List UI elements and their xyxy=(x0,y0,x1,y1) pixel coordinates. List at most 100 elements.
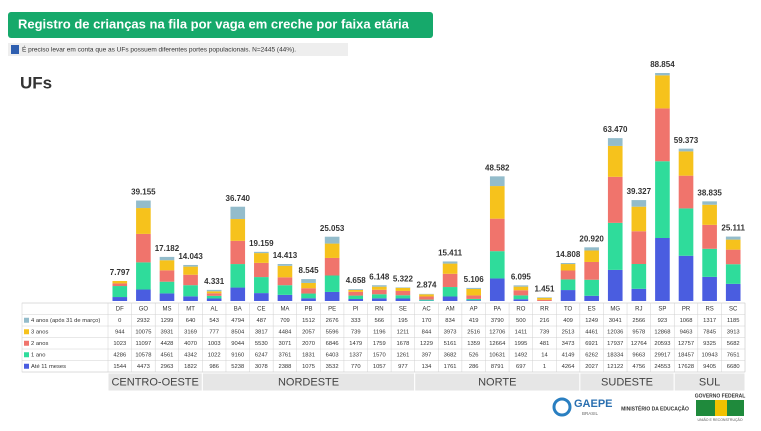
total-label: 14.043 xyxy=(178,252,203,261)
bar-segment xyxy=(466,299,481,300)
bar-segment xyxy=(490,186,505,219)
total-label: 36.740 xyxy=(226,194,251,203)
bar-segment xyxy=(301,298,316,301)
bar-segment xyxy=(608,223,623,270)
bar-segment xyxy=(396,288,411,291)
bar-segment xyxy=(301,294,316,299)
table-cell: 977 xyxy=(398,364,408,370)
bar-segment xyxy=(183,285,198,296)
bar-segment xyxy=(207,298,222,301)
bar-segment xyxy=(372,294,387,298)
table-cell: 1359 xyxy=(467,341,480,347)
table-cell: 5161 xyxy=(444,341,457,347)
bar-segment xyxy=(726,237,741,240)
bar-segment xyxy=(348,290,363,292)
table-cell: 1761 xyxy=(444,364,457,370)
table-cell: 5238 xyxy=(231,364,244,370)
x-tick-label: SE xyxy=(399,306,407,312)
table-cell: 2516 xyxy=(467,329,480,335)
table-cell: 640 xyxy=(186,318,196,324)
bar-segment xyxy=(254,253,269,263)
bar-segment xyxy=(514,290,529,295)
table-cell: 2676 xyxy=(326,318,339,324)
legend-label: 3 anos xyxy=(31,329,49,335)
bar-segment xyxy=(632,207,647,232)
table-cell: 566 xyxy=(374,318,384,324)
table-cell: 1229 xyxy=(420,341,433,347)
bar-segment xyxy=(561,279,576,290)
bar-segment xyxy=(112,283,127,286)
bar-segment xyxy=(679,256,694,301)
bar-segment xyxy=(655,108,670,161)
table-cell: 1023 xyxy=(113,341,126,347)
total-label: 4.331 xyxy=(204,277,225,286)
table-cell: 1211 xyxy=(397,329,409,335)
bar-segment xyxy=(325,237,340,244)
bar-segment xyxy=(112,286,127,297)
bar-segment xyxy=(679,149,694,152)
table-cell: 5682 xyxy=(727,341,740,347)
bar-segment xyxy=(136,290,151,301)
table-cell: 1831 xyxy=(302,352,315,358)
table-cell: 923 xyxy=(658,318,668,324)
bar-segment xyxy=(702,205,717,225)
table-cell: 9663 xyxy=(632,352,645,358)
bar-segment xyxy=(207,293,222,296)
table-cell: 3532 xyxy=(326,364,339,370)
table-cell: 12706 xyxy=(489,329,505,335)
table-cell: 1337 xyxy=(349,352,362,358)
chart: 7.79739.15517.18214.0434.33136.74019.159… xyxy=(22,60,746,391)
bar-segment xyxy=(561,290,576,301)
bar-segment xyxy=(230,264,245,288)
table-cell: 1512 xyxy=(302,318,315,324)
table-cell: 3473 xyxy=(562,341,575,347)
table-cell: 1299 xyxy=(161,318,174,324)
bar-segment xyxy=(466,295,481,298)
total-label: 48.582 xyxy=(485,163,510,172)
table-cell: 1479 xyxy=(349,341,362,347)
table-cell: 12757 xyxy=(678,341,694,347)
region-label: CENTRO-OESTE xyxy=(111,376,198,388)
bar-segment xyxy=(561,264,576,270)
bar-segment xyxy=(466,289,481,295)
x-tick-label: AM xyxy=(446,306,455,312)
table-cell: 134 xyxy=(422,364,432,370)
total-label: 5.322 xyxy=(393,274,414,283)
x-tick-label: MT xyxy=(186,306,195,312)
x-tick-label: MA xyxy=(280,306,289,312)
bar-segment xyxy=(726,284,741,301)
bar-segment xyxy=(443,264,458,274)
bar-segment xyxy=(207,290,222,291)
table-cell: 2057 xyxy=(302,329,315,335)
bar-segment xyxy=(254,252,269,253)
table-cell: 697 xyxy=(516,364,526,370)
total-label: 2.874 xyxy=(416,281,437,290)
table-cell: 1075 xyxy=(302,364,315,370)
bar-segment xyxy=(372,298,387,301)
table-cell: 12036 xyxy=(607,329,623,335)
bar-segment xyxy=(655,75,670,108)
legend-label: Até 11 meses xyxy=(31,364,66,370)
total-label: 20.920 xyxy=(579,234,604,243)
table-cell: 709 xyxy=(280,318,290,324)
table-cell: 1022 xyxy=(208,352,221,358)
x-tick-label: RJ xyxy=(635,306,642,312)
bar-segment xyxy=(183,267,198,275)
bar-segment xyxy=(443,274,458,287)
total-label: 25.053 xyxy=(320,224,345,233)
bar-segment xyxy=(584,262,599,280)
bar-segment xyxy=(254,293,269,301)
table-cell: 844 xyxy=(422,329,432,335)
table-cell: 4756 xyxy=(632,364,645,370)
table-cell: 4342 xyxy=(184,352,197,358)
total-label: 59.373 xyxy=(674,136,699,145)
table-cell: 6262 xyxy=(585,352,598,358)
table-cell: 526 xyxy=(469,352,479,358)
bar-segment xyxy=(325,276,340,292)
table-cell: 12764 xyxy=(631,341,648,347)
table-cell: 20593 xyxy=(654,341,670,347)
bar-segment xyxy=(726,250,741,265)
bar-segment xyxy=(278,295,293,301)
table-cell: 2513 xyxy=(562,329,575,335)
